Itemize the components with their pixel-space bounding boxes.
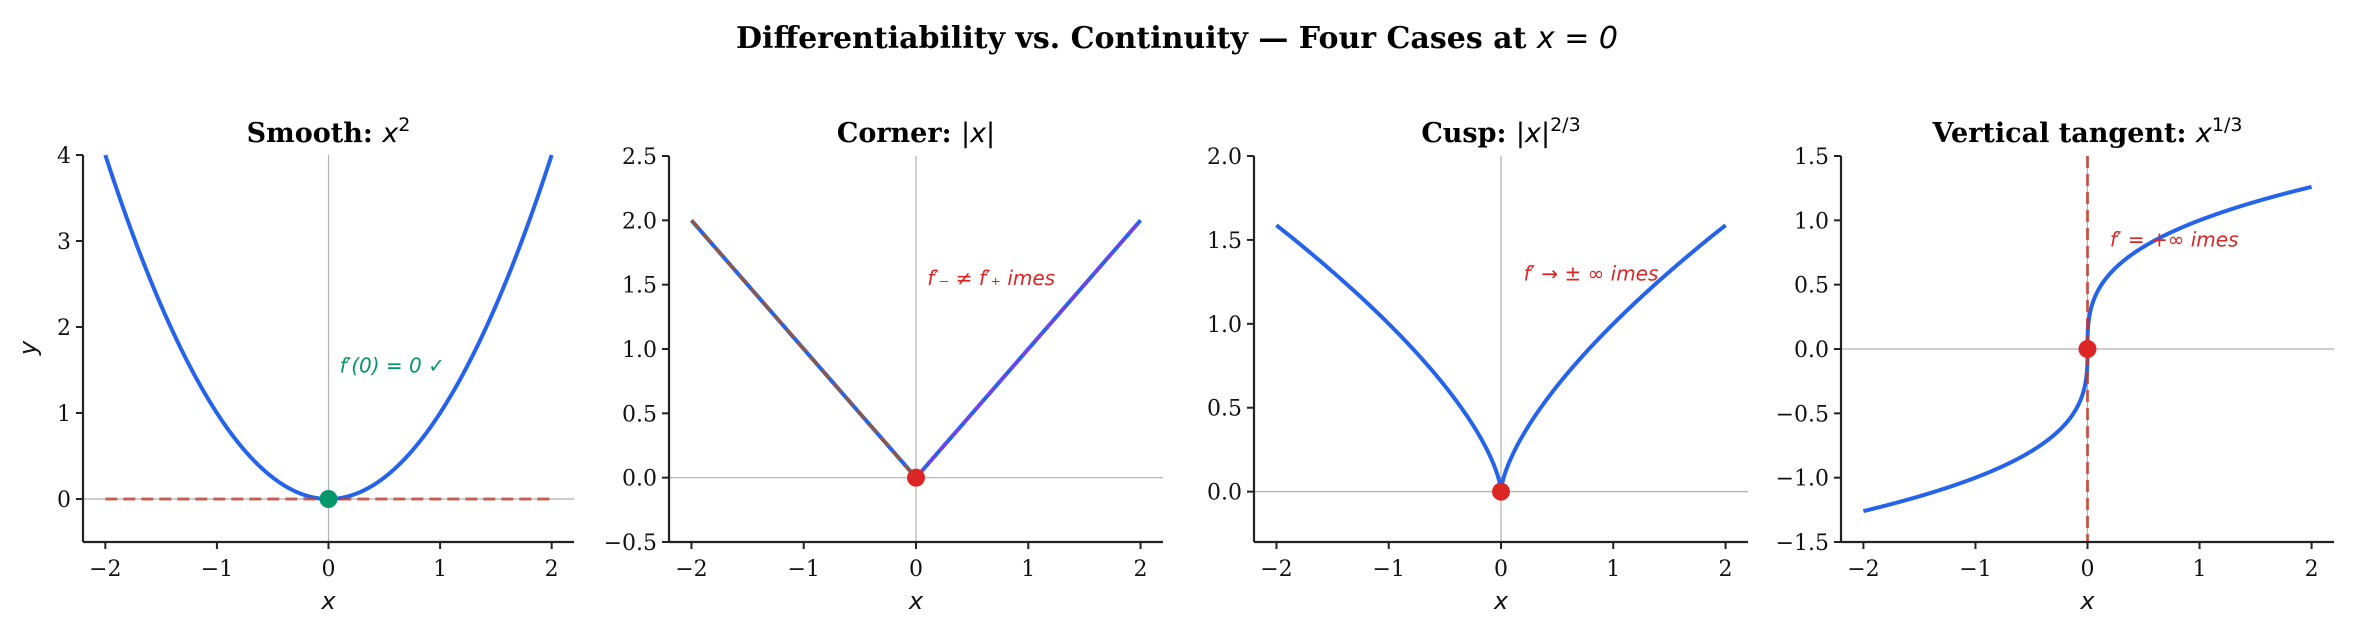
x-axis-label: x: [908, 587, 924, 615]
y-tick-label: 1.5: [1794, 145, 1829, 170]
x-tick-label: −2: [89, 557, 121, 582]
x-tick-label: 1: [1606, 557, 1620, 582]
x-tick-label: −1: [1373, 557, 1405, 582]
y-tick-label: 0.0: [622, 467, 657, 492]
annotation-text: f′(0) = 0 ✓: [340, 354, 445, 378]
x-tick-label: 0: [909, 557, 923, 582]
panel-vertical-tangent: f′ = +∞ imes −2 −1 0 1 2 −1.5 −1.0 −0.5 0.0 0.5 1.0…: [1776, 114, 2334, 615]
y-tick-label: 2.5: [622, 145, 657, 170]
x-tick-label: 1: [1021, 557, 1035, 582]
x-tick-label: 0: [2081, 557, 2095, 582]
y-tick-label: 0.5: [1207, 397, 1242, 422]
one-sided-tangent-line: [914, 219, 1142, 479]
point-at-zero: [2078, 340, 2097, 358]
x-axis-label: x: [320, 587, 336, 615]
y-tick-label: 1.0: [1794, 209, 1829, 234]
point-at-zero: [1492, 482, 1510, 501]
x-tick-label: 0: [322, 557, 336, 582]
x-tick-label: 2: [1134, 557, 1148, 582]
x-tick-label: −1: [201, 557, 233, 582]
panel-title: Corner: |x|: [837, 118, 995, 149]
y-tick-label: 1.5: [622, 274, 657, 299]
x-tick-label: −1: [788, 557, 820, 582]
one-sided-tangent-line: [690, 219, 918, 479]
annotation-text: f′₋ ≠ f′₊ imes: [927, 266, 1055, 290]
y-tick-label: −0.5: [1776, 402, 1829, 427]
x-tick-label: −1: [1959, 557, 1991, 582]
y-tick-label: 1.0: [1207, 313, 1242, 338]
annotation-text: f′ = +∞ imes: [2110, 228, 2239, 252]
y-tick-label: 0.0: [1207, 481, 1242, 506]
y-tick-label: 2.0: [622, 209, 657, 234]
y-tick-label: 2.0: [1207, 145, 1242, 170]
panel-title: Vertical tangent: x1/3: [1932, 114, 2243, 149]
x-tick-label: −2: [1260, 557, 1292, 582]
y-axis-label: y: [14, 340, 42, 356]
x-axis-label: x: [1493, 587, 1509, 615]
y-tick-label: −1.5: [1776, 531, 1829, 556]
y-tick-label: 0: [57, 488, 71, 513]
panel-corner: f′₋ ≠ f′₊ imes −2 −1 0 1 2 −0.5 0.0 0.5 1.0 1.5 2.0…: [604, 118, 1163, 615]
panel-title: Cusp: |x|2/3: [1421, 114, 1580, 149]
y-tick-label: 1.5: [1207, 229, 1242, 254]
y-tick-label: 4: [57, 144, 71, 169]
x-axis-label: x: [2079, 587, 2095, 615]
y-tick-label: 0.5: [622, 402, 657, 427]
x-tick-label: 0: [1494, 557, 1508, 582]
point-at-zero: [319, 490, 338, 508]
y-tick-label: 3: [57, 230, 71, 255]
x-tick-label: −2: [675, 557, 707, 582]
annotation-text: f′ → ± ∞ imes: [1523, 261, 1658, 285]
panel-title: Smooth: x2: [247, 114, 411, 149]
x-tick-label: 2: [545, 557, 559, 582]
x-tick-label: 2: [2305, 557, 2319, 582]
x-tick-label: 1: [2193, 557, 2207, 582]
y-tick-label: 2: [57, 316, 71, 341]
x-tick-label: 2: [1719, 557, 1733, 582]
y-tick-label: −1.0: [1776, 467, 1829, 492]
y-tick-label: −0.5: [604, 531, 657, 556]
point-at-zero: [907, 468, 925, 487]
panel-smooth: f′(0) = 0 ✓ −2 −1 0 1 2 0 1 2 3 4 x Smooth: x2: [57, 114, 574, 615]
panel-cusp: f′ → ± ∞ imes −2 −1 0 1 2 0.0 0.5 1.0 1.5 2.0 x Cusp…: [1207, 114, 1748, 615]
y-tick-label: 1.0: [622, 338, 657, 363]
y-tick-label: 1: [57, 402, 71, 427]
x-tick-label: −2: [1847, 557, 1879, 582]
x-tick-label: 1: [433, 557, 447, 582]
y-tick-label: 0.5: [1794, 274, 1829, 299]
figure-suptitle: Differentiability vs. Continuity — Four …: [736, 21, 1618, 56]
y-tick-label: 0.0: [1794, 338, 1829, 363]
